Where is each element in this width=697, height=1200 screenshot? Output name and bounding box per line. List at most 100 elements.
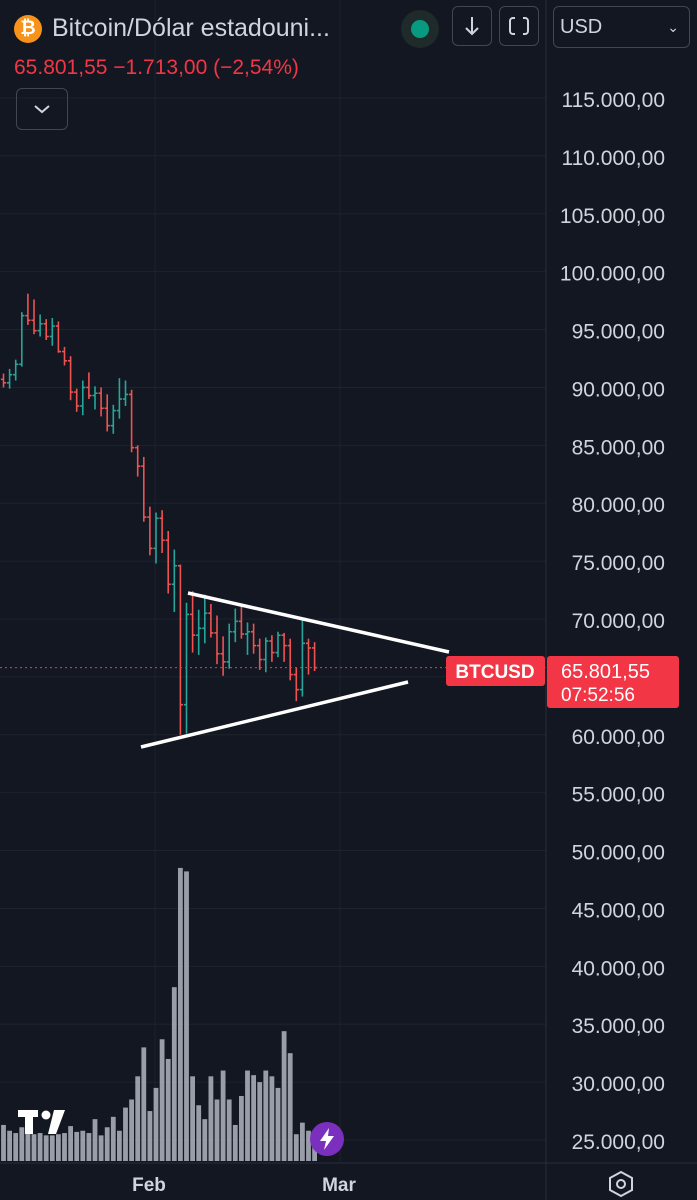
volume-bar [269,1076,275,1161]
ohlc-bar [177,564,183,735]
volume-bar [147,1111,153,1161]
ohlc-bar [86,372,92,400]
price-tick-label: 25.000,00 [572,1131,665,1154]
ohlc-bar [31,299,37,335]
ohlc-bar [232,608,238,643]
ohlc-bar [214,615,220,665]
ohlc-bar [19,312,25,367]
lightning-icon[interactable] [310,1122,344,1156]
ohlc-bar [116,378,122,419]
volume-bar [293,1134,299,1161]
price-tick-label: 85.000,00 [572,436,665,459]
fullscreen-button[interactable] [499,6,539,46]
ohlc-bar [312,642,318,672]
time-tick-label: Mar [322,1175,356,1196]
ohlc-bar [110,404,116,434]
hexagon-settings-icon[interactable] [607,1170,635,1198]
volume-bar [245,1070,250,1161]
volume-bar [300,1122,305,1161]
price-tick-label: 80.000,00 [572,494,665,517]
ohlc-bar [202,594,208,644]
ohlc-bar [129,389,135,453]
ohlc-bar [171,549,177,613]
symbol-tag-text: BTCUSD [455,662,534,683]
price-axis[interactable]: 115.000,00 110.000,00 105.000,00 100.000,00… [560,89,665,1154]
ohlc-bar [122,380,129,406]
price-tick-label: 105.000,00 [560,205,665,228]
collapse-legend-button[interactable] [16,88,68,130]
ohlc-bar [153,512,159,564]
ohlc-bar [13,359,19,381]
ohlc-bar [49,317,55,346]
volume-bar [104,1127,110,1161]
tradingview-logo[interactable] [18,1106,74,1136]
volume-bar [129,1099,134,1161]
ohlc-bar [263,637,269,673]
volume-bar [184,871,189,1161]
price-change-line: 65.801,55 −1.713,00 (−2,54%) [14,56,299,79]
ohlc-bar [61,346,68,366]
volume-bar [13,1133,19,1161]
price-tick-label: 110.000,00 [561,147,665,170]
volume-bar [68,1126,73,1161]
volume-bar [110,1116,116,1161]
volume-bar [86,1133,92,1161]
ohlc-bar [74,388,80,412]
volume-bar [239,1096,244,1161]
price-tick-label: 35.000,00 [572,1015,665,1038]
ohlc-bar [208,603,214,638]
price-tick-label: 100.000,00 [560,263,665,286]
time-tick-label: Feb [132,1175,166,1196]
volume-bar [287,1053,293,1161]
download-button[interactable] [452,6,492,46]
volume-bar [281,1031,287,1161]
price-tick-label: 95.000,00 [572,321,665,344]
market-open-dot [411,20,429,38]
currency-select[interactable]: USD ⌄ [553,6,690,48]
volume-bar [208,1076,214,1161]
volume-bar [7,1130,12,1161]
volume-bar [171,987,177,1161]
ohlc-bar [7,368,13,389]
volume-bar [62,1133,67,1161]
chevron-down-icon: ⌄ [667,19,679,35]
chevron-down-icon [34,105,50,114]
volume-bar [165,1058,171,1161]
time-axis[interactable]: Feb Mar [132,1175,356,1196]
volume-bar [141,1047,147,1161]
fullscreen-icon [509,16,529,36]
arrow-down-icon [465,17,479,36]
ohlc-bar [37,314,43,337]
volume-bar [153,1087,159,1161]
market-status-indicator[interactable] [401,10,439,48]
ohlc-bar [275,631,281,658]
volume-bar [214,1099,220,1161]
volume-bar [117,1130,122,1161]
ohlc-bar [159,510,165,554]
ohlc-bar [293,667,299,702]
triangle-upper-trendline[interactable] [187,591,450,654]
volume-bar [31,1134,37,1161]
volume-bar [251,1075,256,1161]
ohlc-bar [147,506,153,556]
price-tick-label: 70.000,00 [572,610,665,633]
volume-bar [80,1130,86,1161]
chart-grid [0,0,546,1163]
volume-bar [43,1135,49,1161]
symmetrical-triangle-pattern[interactable] [140,591,450,749]
volume-bar [232,1124,238,1161]
ohlc-bar [220,636,226,676]
ohlc-bar [190,591,196,653]
ohlc-bar [269,635,275,662]
ohlc-bar [43,319,49,340]
symbol-tag [446,656,545,686]
volume-bar [19,1127,25,1161]
volume-bar [196,1105,202,1161]
price-tick-label: 115.000,00 [561,89,665,112]
triangle-lower-trendline[interactable] [140,680,409,749]
ohlc-bar [257,638,263,670]
ohlc-bar [196,609,202,655]
symbol-title[interactable]: Bitcoin/Dólar estadouni... [52,14,330,42]
ohlc-bar [98,387,104,417]
